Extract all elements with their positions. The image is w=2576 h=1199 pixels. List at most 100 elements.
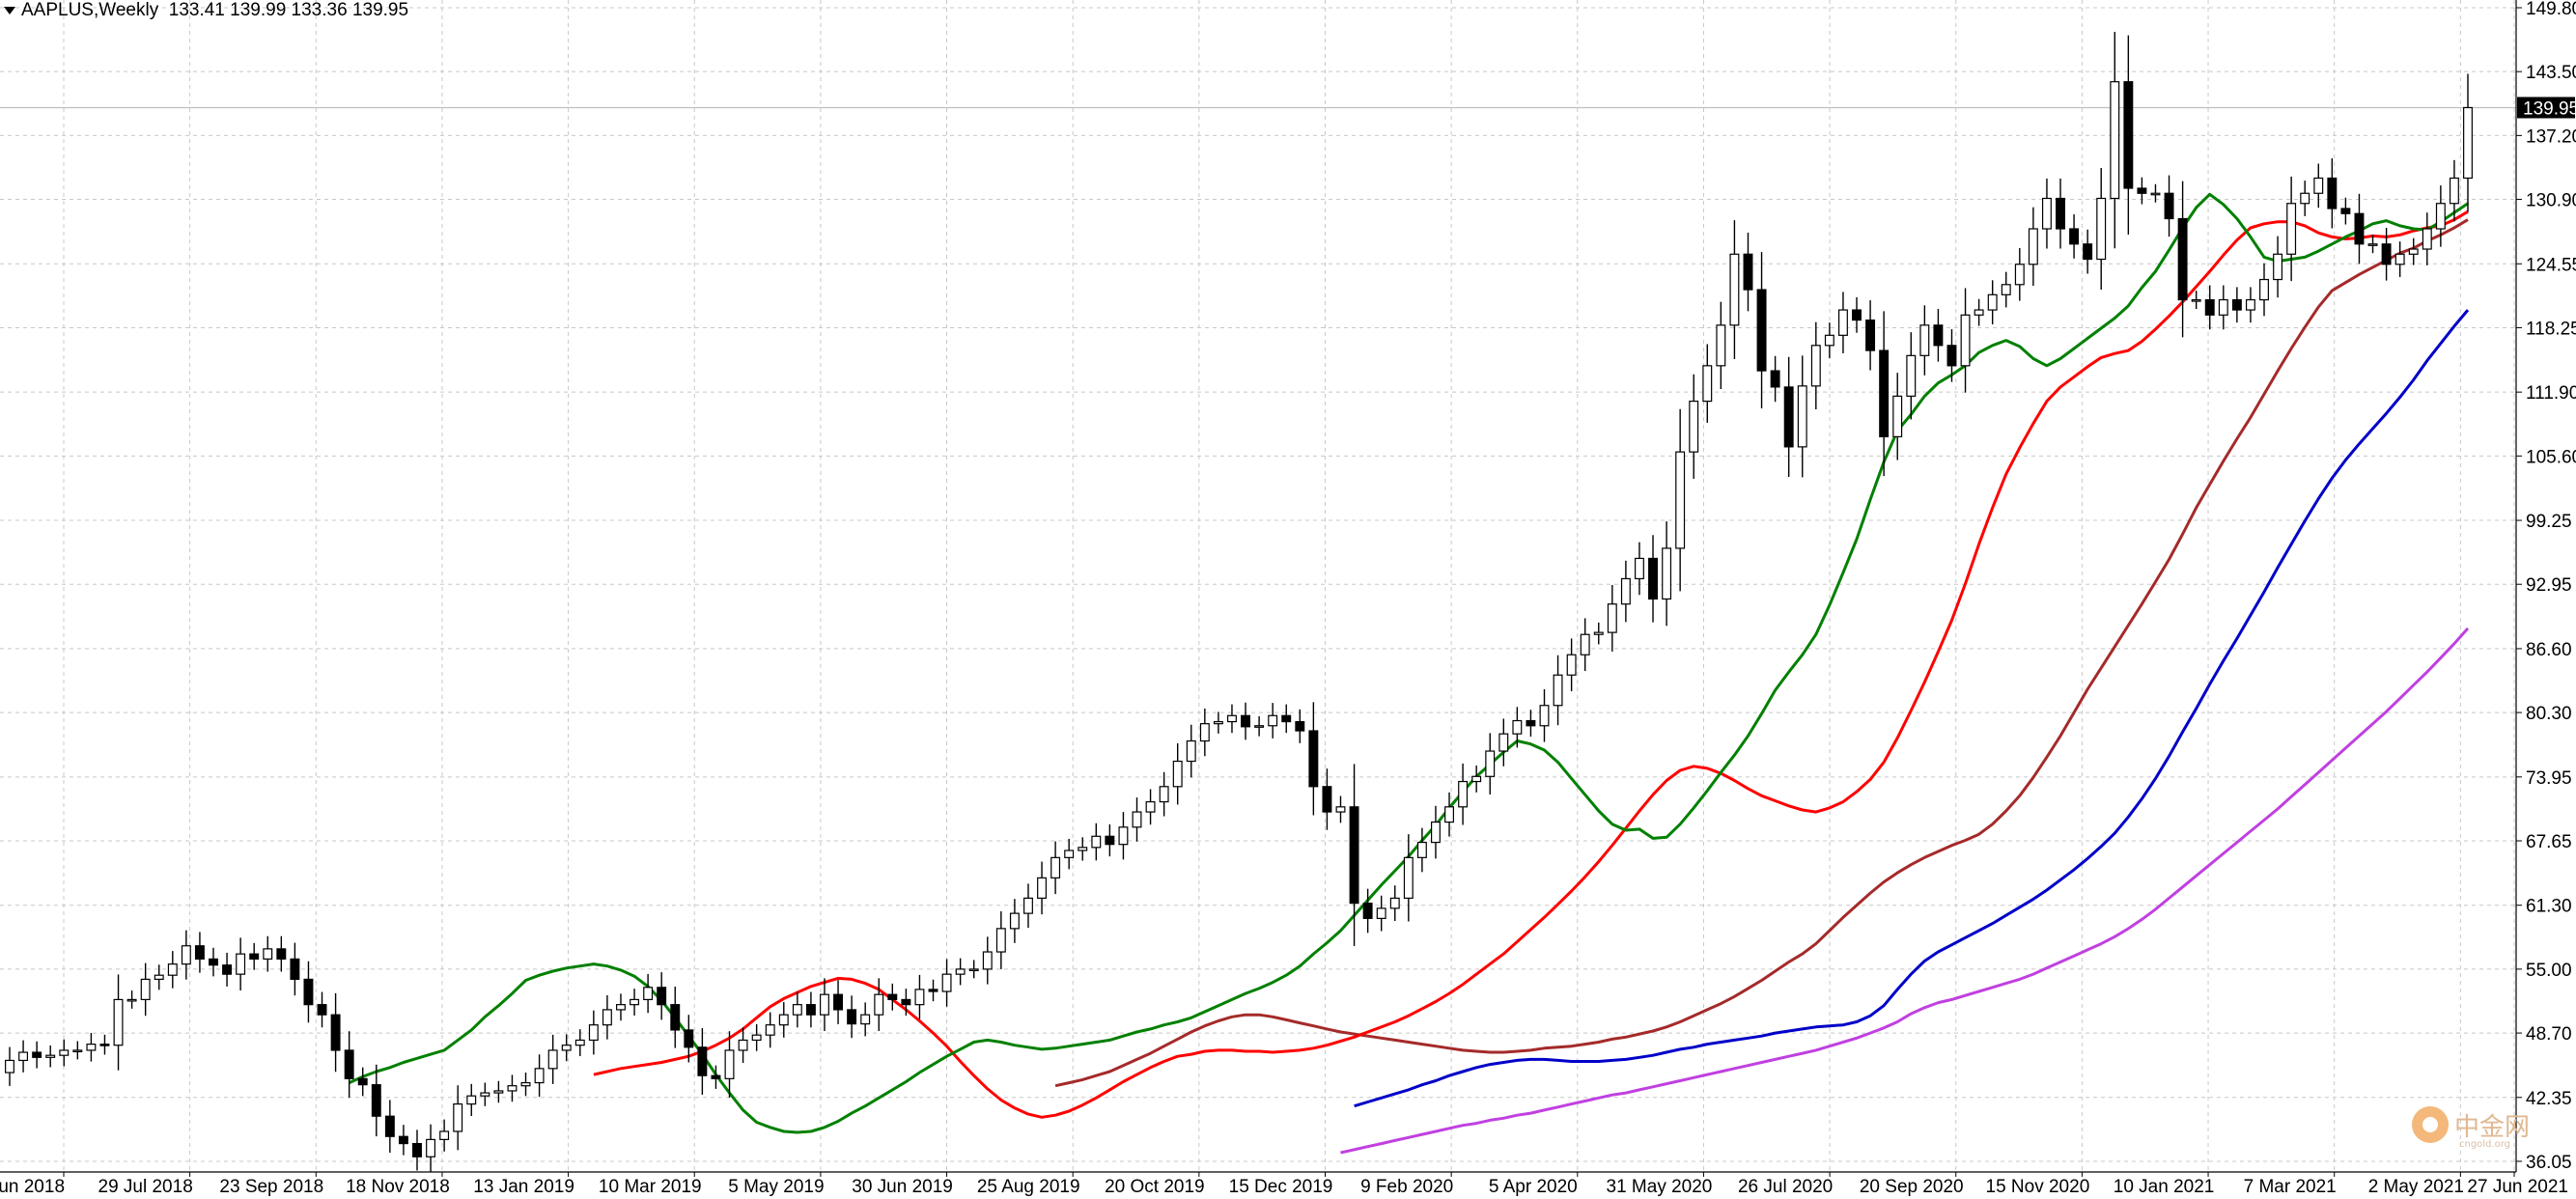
candle [1729,220,1740,360]
candle [1281,704,1292,734]
x-tick-label: 2 May 2021 [2368,1177,2464,1197]
candle [5,1046,14,1086]
candle [1362,888,1373,934]
y-tick-label: 42.35 [2526,1089,2572,1109]
candle [941,959,952,1007]
candle [2096,167,2107,291]
x-tick-label: 30 Jun 2019 [852,1177,953,1197]
candle [2245,287,2255,323]
candle [887,983,898,1011]
candle [507,1074,518,1102]
candle [18,1040,29,1073]
candle [86,1032,97,1062]
x-tick-label: 10 Mar 2019 [599,1177,702,1197]
y-tick-label: 130.90 [2526,191,2576,211]
candle [1498,718,1509,767]
candle [1064,838,1075,870]
candle [765,1012,775,1048]
candle [1050,841,1061,895]
candle [2286,176,2297,282]
candle [657,972,667,1020]
candle [113,974,124,1071]
ma-darkred-line [1054,218,2469,1088]
candle [1227,704,1237,734]
x-tick-label: 18 Nov 2018 [346,1177,450,1197]
candle [1580,618,1590,672]
cngold-logo-icon [2411,1106,2449,1143]
candle [602,994,612,1040]
candle [697,1028,708,1095]
candle [317,991,327,1028]
candle [1118,812,1129,860]
candle [2001,271,2011,308]
y-tick-label: 61.30 [2526,897,2572,917]
candle [955,958,966,986]
chevron-down-icon[interactable] [4,6,15,14]
y-tick-label: 48.70 [2526,1024,2572,1045]
candle [1702,344,1713,423]
candle [1743,232,1753,312]
candle [847,995,857,1039]
candle [820,978,829,1031]
watermark-url: cngold.org [2458,1139,2510,1150]
candle [357,1067,368,1097]
candle [2191,291,2201,310]
candle [2083,229,2093,274]
candle [480,1082,490,1106]
candle [236,937,246,990]
candle [2231,287,2242,323]
candle [1431,805,1441,859]
candle [1607,584,1617,652]
candle [1023,883,1033,929]
candle [982,936,993,985]
candle [684,1015,694,1063]
candle [534,1054,545,1098]
candle [1539,688,1550,742]
x-tick-label: 29 Jul 2018 [98,1177,193,1197]
candle [1689,374,1699,479]
candle [561,1034,572,1062]
y-tick-label: 149.80 [2526,0,2576,19]
x-tick-label: 25 Aug 2019 [977,1177,1080,1197]
x-tick-label: 31 May 2020 [1607,1177,1713,1197]
candle [2394,241,2405,277]
candle [1662,521,1672,627]
candle [520,1072,531,1097]
candle [792,991,802,1028]
candle [344,1031,354,1099]
candle [209,947,218,977]
x-tick-label: 15 Dec 2019 [1229,1177,1333,1197]
ma-violet-line [1340,627,2470,1155]
symbol-label: AAPLUS,Weekly [21,0,159,20]
candle [2340,197,2351,225]
candles [5,31,2473,1172]
candle [738,1027,748,1064]
grid [0,0,2516,1172]
candle [2041,179,2052,249]
candle [1960,288,1971,393]
candle [2259,263,2269,317]
candle [1675,408,1686,592]
candle [1553,655,1563,726]
candle [1159,771,1169,817]
candle [1756,252,1767,408]
candle [588,1010,599,1055]
candle [167,951,178,989]
candle [2204,285,2215,330]
candle [1865,300,1876,371]
candle [99,1034,110,1055]
x-tick-label: 15 Nov 2020 [1986,1177,2090,1197]
candle [1172,742,1183,805]
candle [2177,181,2188,338]
candle [751,1023,762,1051]
candle [453,1085,463,1151]
candle [2069,214,2080,259]
candle [398,1125,408,1156]
ohlc-label: 133.41 139.99 133.36 139.95 [168,0,409,20]
candle [1783,356,1794,478]
candle [860,1002,871,1037]
chart-header: AAPLUS,Weekly 133.41 139.99 133.36 139.9… [4,0,408,21]
x-tick-label: 5 Apr 2020 [1489,1177,1578,1197]
